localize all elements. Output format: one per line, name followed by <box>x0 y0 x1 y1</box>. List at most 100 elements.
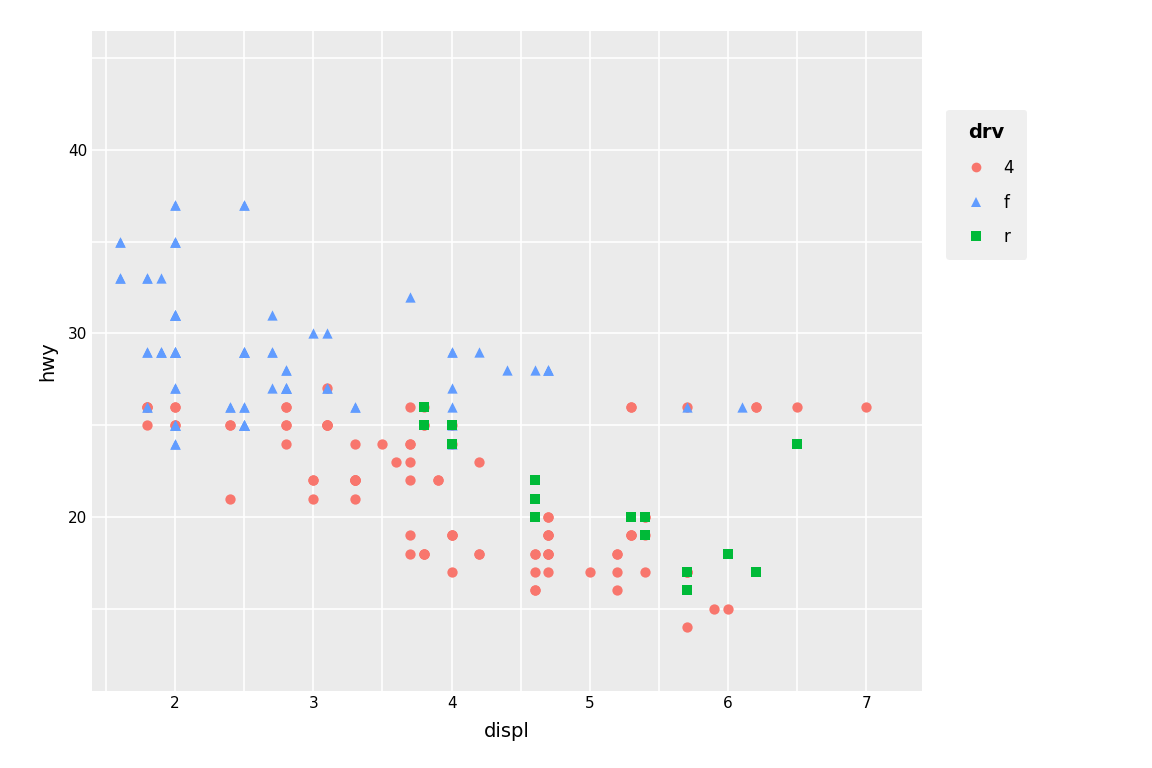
Point <box>318 382 336 395</box>
Point <box>525 548 544 560</box>
Point <box>235 419 253 432</box>
Point <box>622 401 641 413</box>
Point <box>622 529 641 541</box>
Point <box>401 437 419 449</box>
Point <box>429 474 447 486</box>
Point <box>221 401 240 413</box>
Point <box>346 474 364 486</box>
Point <box>235 346 253 358</box>
Point <box>442 566 461 578</box>
Point <box>608 548 627 560</box>
Point <box>677 401 696 413</box>
Point <box>539 364 558 376</box>
Point <box>788 401 806 413</box>
Point <box>401 548 419 560</box>
Point <box>539 548 558 560</box>
Point <box>166 437 184 449</box>
Point <box>276 437 295 449</box>
Point <box>470 548 488 560</box>
Point <box>111 236 129 248</box>
Point <box>235 419 253 432</box>
Point <box>346 474 364 486</box>
Point <box>138 401 157 413</box>
Point <box>525 548 544 560</box>
Point <box>857 401 876 413</box>
Point <box>166 346 184 358</box>
Point <box>636 529 654 541</box>
Point <box>622 511 641 523</box>
Point <box>539 566 558 578</box>
Point <box>746 401 765 413</box>
Point <box>442 419 461 432</box>
Point <box>442 419 461 432</box>
Point <box>235 419 253 432</box>
Point <box>415 401 433 413</box>
Point <box>138 346 157 358</box>
Point <box>401 474 419 486</box>
Point <box>346 492 364 505</box>
Point <box>415 548 433 560</box>
Point <box>746 401 765 413</box>
Point <box>415 401 433 413</box>
Point <box>263 309 281 321</box>
Point <box>138 272 157 284</box>
Point <box>166 401 184 413</box>
Point <box>442 346 461 358</box>
Point <box>442 529 461 541</box>
Point <box>235 419 253 432</box>
Point <box>608 584 627 597</box>
Point <box>677 621 696 633</box>
Point <box>346 401 364 413</box>
Point <box>442 529 461 541</box>
Point <box>235 346 253 358</box>
Point <box>276 382 295 395</box>
Point <box>636 511 654 523</box>
Point <box>788 437 806 449</box>
Point <box>235 419 253 432</box>
Point <box>539 529 558 541</box>
Point <box>677 566 696 578</box>
Point <box>221 492 240 505</box>
Point <box>263 346 281 358</box>
Point <box>719 548 737 560</box>
Point <box>276 382 295 395</box>
Point <box>111 236 129 248</box>
Point <box>152 346 170 358</box>
Point <box>539 364 558 376</box>
Point <box>138 272 157 284</box>
Point <box>415 548 433 560</box>
Point <box>470 455 488 468</box>
Point <box>166 419 184 432</box>
Point <box>346 401 364 413</box>
Point <box>346 474 364 486</box>
Point <box>429 474 447 486</box>
Point <box>677 401 696 413</box>
Point <box>442 529 461 541</box>
Point <box>719 602 737 614</box>
Point <box>401 529 419 541</box>
Point <box>442 419 461 432</box>
Point <box>166 382 184 395</box>
Point <box>636 511 654 523</box>
Point <box>636 529 654 541</box>
Point <box>636 511 654 523</box>
Point <box>276 401 295 413</box>
Point <box>608 548 627 560</box>
Point <box>525 511 544 523</box>
Point <box>166 309 184 321</box>
Point <box>442 346 461 358</box>
Point <box>166 419 184 432</box>
Point <box>539 529 558 541</box>
Point <box>166 236 184 248</box>
Point <box>677 584 696 597</box>
Point <box>498 364 516 376</box>
Point <box>276 401 295 413</box>
Point <box>304 492 323 505</box>
Point <box>111 272 129 284</box>
Point <box>608 566 627 578</box>
Point <box>235 401 253 413</box>
Point <box>166 382 184 395</box>
Point <box>525 364 544 376</box>
Point <box>152 346 170 358</box>
Point <box>677 566 696 578</box>
